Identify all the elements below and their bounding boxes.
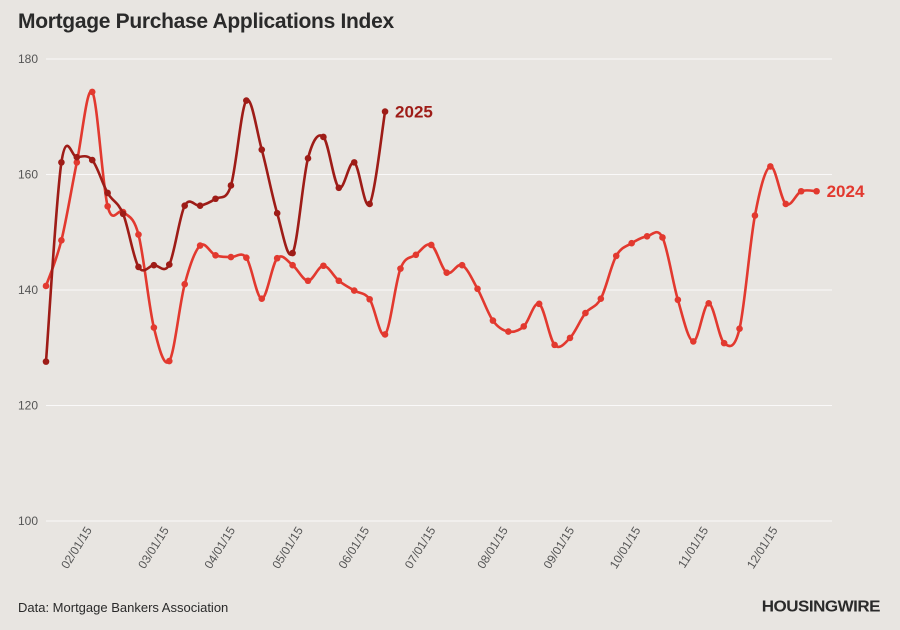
data-point-2024 — [412, 251, 420, 259]
data-point-2025 — [212, 195, 219, 203]
data-point-2025 — [88, 156, 96, 164]
data-point-2025 — [58, 159, 65, 166]
data-point-2025 — [366, 200, 373, 208]
chart-title: Mortgage Purchase Applications Index — [18, 10, 394, 33]
data-point-2024 — [227, 253, 235, 261]
data-point-2024 — [458, 261, 466, 269]
data-point-2025 — [181, 202, 189, 209]
data-point-2024 — [58, 237, 65, 244]
y-tick-label: 140 — [18, 283, 38, 297]
data-point-2024 — [674, 296, 682, 304]
data-point-2024 — [165, 357, 173, 365]
data-point-2024 — [566, 334, 574, 342]
series-line-2025 — [44, 98, 387, 363]
data-point-2024 — [643, 232, 651, 240]
x-tick-label: 02/01/15 — [58, 524, 95, 571]
x-tick-label: 07/01/15 — [402, 524, 439, 571]
y-tick-label: 100 — [18, 514, 38, 528]
data-point-2024 — [705, 299, 713, 307]
data-point-2024 — [350, 287, 358, 294]
data-point-2024 — [520, 323, 528, 330]
series-label-2025: 2025 — [395, 103, 433, 122]
data-point-2025 — [243, 97, 250, 104]
data-point-2025 — [335, 184, 343, 192]
y-tick-label: 180 — [18, 52, 38, 66]
x-tick-label: 06/01/15 — [336, 524, 373, 571]
x-tick-label: 09/01/15 — [541, 524, 578, 571]
x-tick-label: 08/01/15 — [474, 524, 511, 571]
x-tick-label: 12/01/15 — [744, 524, 781, 571]
data-point-2025 — [273, 209, 281, 217]
data-point-2024 — [320, 262, 327, 270]
data-point-2024 — [689, 338, 697, 345]
data-point-2025 — [381, 108, 389, 115]
brand-logo: HOUSINGWIRE — [761, 598, 881, 616]
data-point-2025 — [104, 189, 111, 197]
x-tick-label: 05/01/15 — [269, 524, 306, 571]
data-point-2024 — [42, 282, 50, 290]
data-point-2025 — [350, 159, 358, 166]
data-point-2025 — [258, 146, 266, 153]
data-point-2025 — [42, 358, 50, 365]
data-point-2024 — [582, 309, 589, 317]
data-point-2024 — [196, 242, 204, 249]
data-point-2024 — [150, 324, 158, 331]
data-point-2024 — [797, 187, 805, 195]
data-point-2024 — [474, 285, 481, 293]
data-point-2024 — [489, 317, 497, 324]
data-point-2024 — [659, 234, 666, 241]
data-point-2024 — [535, 300, 543, 308]
data-point-2024 — [135, 231, 142, 238]
data-point-2024 — [335, 277, 343, 285]
data-source: Data: Mortgage Bankers Association — [18, 600, 229, 615]
data-point-2025 — [165, 261, 173, 268]
data-point-2024 — [427, 241, 435, 249]
data-point-2024 — [304, 277, 312, 285]
y-tick-label: 120 — [18, 399, 38, 413]
data-point-2024 — [397, 265, 404, 272]
data-point-2024 — [628, 239, 635, 247]
data-point-2025 — [150, 261, 158, 269]
data-point-2024 — [751, 212, 759, 219]
data-point-2024 — [505, 328, 512, 335]
data-point-2025 — [289, 249, 296, 257]
data-point-2024 — [273, 254, 281, 262]
x-tick-label: 03/01/15 — [135, 524, 172, 571]
data-point-2024 — [104, 202, 111, 210]
data-point-2025 — [227, 182, 235, 189]
x-tick-label: 04/01/15 — [201, 524, 238, 571]
data-point-2025 — [135, 263, 142, 271]
y-tick-label: 160 — [18, 168, 38, 182]
data-point-2024 — [258, 295, 266, 302]
data-point-2024 — [597, 295, 605, 302]
data-point-2025 — [304, 155, 312, 162]
data-point-2024 — [782, 200, 790, 208]
x-tick-label: 11/01/15 — [675, 524, 711, 571]
data-point-2025 — [320, 133, 327, 141]
data-point-2024 — [88, 88, 96, 96]
data-point-2024 — [181, 280, 189, 288]
data-point-2024 — [243, 254, 250, 261]
data-point-2024 — [212, 252, 219, 259]
data-point-2024 — [551, 341, 558, 349]
x-tick-label: 10/01/15 — [607, 524, 644, 571]
data-point-2024 — [443, 269, 451, 276]
data-point-2025 — [73, 153, 81, 161]
data-point-2024 — [736, 325, 743, 332]
series-line-2024 — [44, 90, 818, 364]
data-point-2025 — [196, 202, 204, 209]
data-point-2024 — [612, 252, 620, 260]
data-point-2025 — [119, 210, 127, 218]
data-point-2024 — [767, 163, 774, 170]
data-point-2024 — [813, 187, 820, 195]
data-point-2024 — [366, 295, 373, 303]
series-label-2024: 2024 — [827, 182, 865, 201]
data-point-2024 — [289, 261, 296, 269]
data-point-2024 — [381, 331, 389, 338]
data-point-2024 — [73, 159, 81, 166]
data-point-2024 — [720, 339, 728, 347]
